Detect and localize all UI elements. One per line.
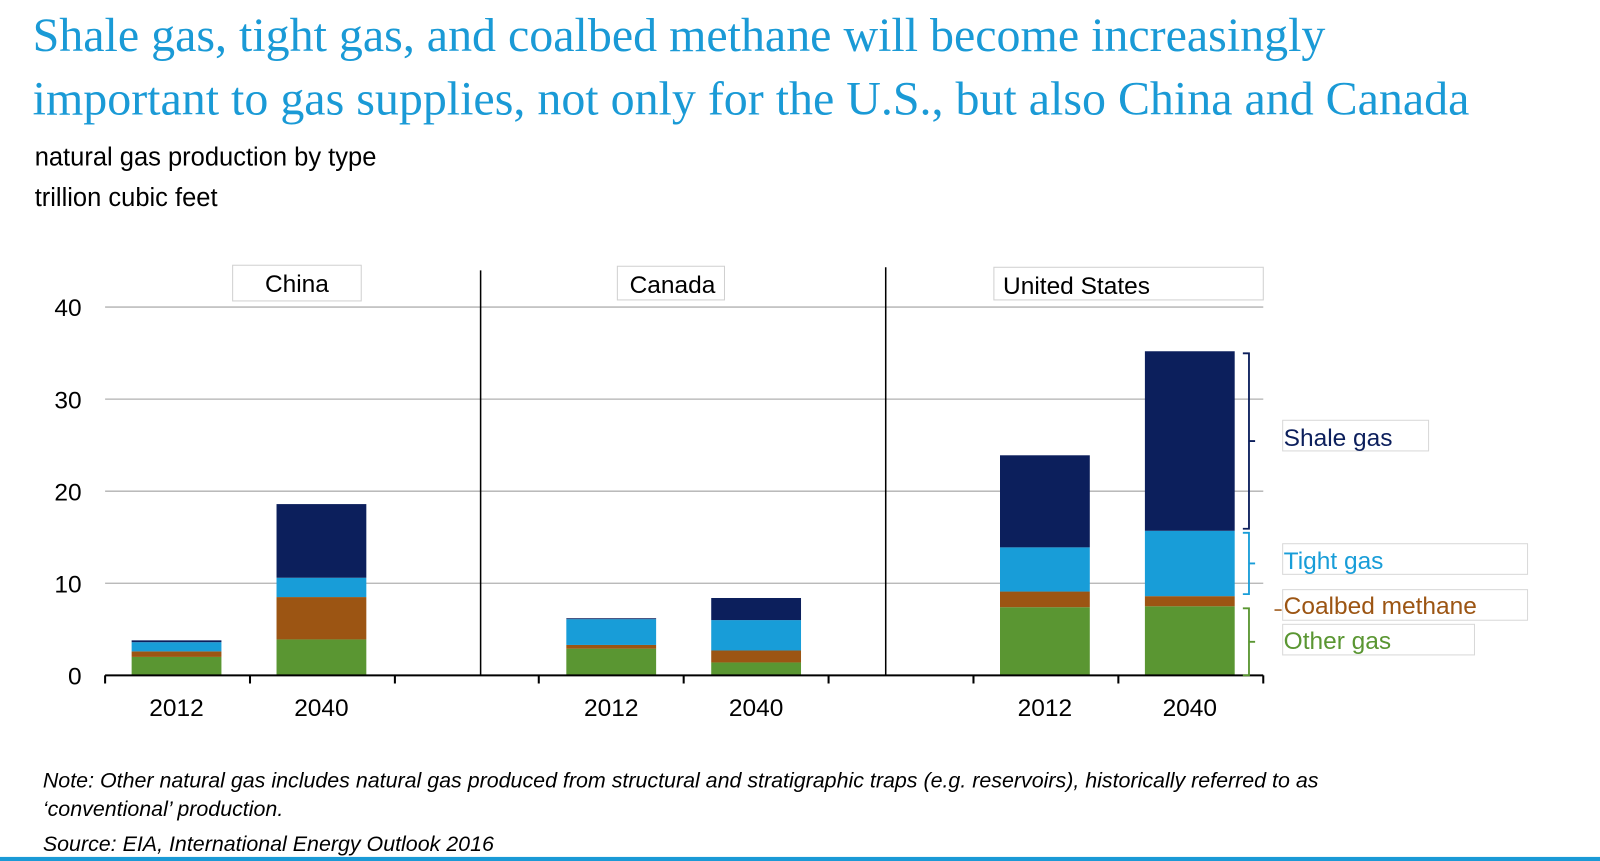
panel-label-box bbox=[616, 265, 725, 301]
title-line-1: Shale gas, tight gas, and coalbed methan… bbox=[33, 9, 1326, 62]
bar-segment-shale-gas bbox=[276, 504, 367, 578]
y-tick-label: 0 bbox=[68, 664, 82, 691]
bar-segment-shale-gas bbox=[1144, 351, 1235, 531]
units-label: trillion cubic feet bbox=[35, 184, 218, 212]
y-tick-label: 20 bbox=[54, 479, 81, 506]
bar-segment-coalbed-methane bbox=[566, 644, 657, 649]
bar-segment-coalbed-methane bbox=[1000, 591, 1090, 608]
legend-box bbox=[1282, 419, 1430, 452]
bar-segment-other-gas bbox=[276, 639, 367, 676]
bar-segment-coalbed-methane bbox=[276, 597, 367, 640]
legend-brace bbox=[1242, 352, 1256, 530]
legend-label-other-gas: Other gas bbox=[1284, 628, 1391, 655]
bar-segment-tight-gas bbox=[566, 619, 657, 645]
bar-segment-other-gas bbox=[566, 648, 657, 676]
bar-segment-coalbed-methane bbox=[711, 650, 802, 663]
source: Source: EIA, International Energy Outloo… bbox=[43, 832, 494, 856]
legend-label-coalbed-methane: Coalbed methane bbox=[1284, 593, 1477, 620]
legend-box bbox=[1282, 589, 1529, 621]
bar-segment-tight-gas bbox=[711, 620, 802, 651]
bar-segment-tight-gas bbox=[131, 642, 222, 652]
bar-segment-coalbed-methane bbox=[1144, 596, 1235, 607]
bar-segment-shale-gas bbox=[566, 618, 657, 620]
y-tick-label: 40 bbox=[54, 295, 81, 322]
panel-label-box bbox=[232, 264, 362, 302]
bar-segment-other-gas bbox=[1000, 607, 1090, 676]
note-line-2: ‘conventional’ production. bbox=[43, 797, 283, 821]
bottom-rule bbox=[0, 856, 1600, 861]
legend: Other gas Coalbed methane Tight gas Shale g… bbox=[1242, 352, 1529, 677]
x-tick-label: 2040 bbox=[729, 695, 783, 722]
legend-box bbox=[1282, 543, 1529, 575]
x-tick-label: 2040 bbox=[1163, 695, 1217, 722]
legend-label-shale-gas: Shale gas bbox=[1284, 425, 1393, 452]
bar-segment-tight-gas bbox=[276, 577, 367, 598]
panel-label: Canada bbox=[630, 272, 716, 299]
y-tick-label: 30 bbox=[54, 387, 81, 414]
bar-segment-shale-gas bbox=[711, 597, 802, 621]
legend-label-tight-gas: Tight gas bbox=[1284, 548, 1384, 575]
axes: 0 10 20 30 40 China 2012 2040 Canada 2012 2040 Unit… bbox=[54, 264, 1265, 722]
legend-brace bbox=[1242, 607, 1256, 677]
x-tick-label: 2012 bbox=[584, 695, 638, 722]
y-tick-label: 10 bbox=[54, 571, 81, 598]
bar-segment-other-gas bbox=[131, 656, 222, 676]
bars bbox=[131, 351, 1235, 676]
title-line-2: important to gas supplies, not only for … bbox=[33, 72, 1470, 125]
x-tick-label: 2012 bbox=[1018, 695, 1072, 722]
bar-segment-coalbed-methane bbox=[131, 651, 222, 657]
bar-segment-shale-gas bbox=[131, 640, 222, 643]
subtitle: natural gas production by type bbox=[35, 143, 377, 171]
bar-segment-tight-gas bbox=[1144, 530, 1235, 597]
x-tick-label: 2012 bbox=[149, 695, 203, 722]
bar-segment-shale-gas bbox=[1000, 455, 1090, 548]
panel-label: United States bbox=[1003, 273, 1150, 300]
panel-label: China bbox=[265, 271, 329, 298]
note-line-1: Note: Other natural gas includes natural… bbox=[43, 769, 1319, 793]
bar-segment-other-gas bbox=[1144, 606, 1235, 676]
x-tick-label: 2040 bbox=[294, 695, 348, 722]
bar-segment-tight-gas bbox=[1000, 547, 1090, 592]
panel-label-box bbox=[993, 266, 1264, 301]
legend-brace bbox=[1242, 531, 1256, 596]
bar-segment-other-gas bbox=[711, 662, 802, 676]
legend-box bbox=[1282, 623, 1475, 656]
